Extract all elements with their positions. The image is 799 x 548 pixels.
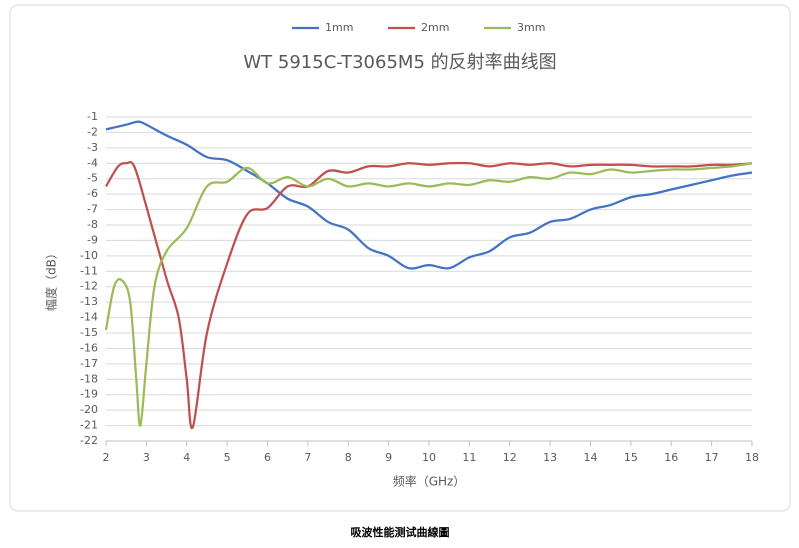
y-tick-label: -12 (80, 280, 98, 293)
y-tick-label: -11 (80, 264, 98, 277)
caption: 吸波性能测试曲線圖 (351, 525, 450, 539)
legend-label: 2mm (421, 21, 449, 34)
x-tick-label: 8 (345, 451, 352, 464)
y-tick-label: -15 (80, 326, 98, 339)
x-tick-label: 17 (705, 451, 719, 464)
y-tick-label: -21 (80, 419, 98, 432)
legend-label: 3mm (517, 21, 545, 34)
y-tick-label: -22 (80, 434, 98, 447)
y-tick-label: -9 (87, 233, 98, 246)
y-tick-label: -17 (80, 357, 98, 370)
x-tick-label: 13 (543, 451, 557, 464)
x-tick-label: 9 (385, 451, 392, 464)
x-tick-label: 7 (304, 451, 311, 464)
x-tick-label: 10 (422, 451, 436, 464)
x-tick-label: 18 (745, 451, 759, 464)
x-axis-label: 频率（GHz） (393, 474, 466, 489)
x-tick-label: 16 (664, 451, 678, 464)
x-tick-label: 12 (503, 451, 517, 464)
y-tick-label: -3 (87, 141, 98, 154)
x-tick-label: 15 (624, 451, 638, 464)
x-tick-label: 3 (143, 451, 150, 464)
y-tick-label: -19 (80, 388, 98, 401)
y-tick-label: -1 (87, 110, 98, 123)
y-tick-label: -8 (87, 218, 98, 231)
y-tick-label: -4 (87, 156, 98, 169)
line-series (105, 120, 753, 270)
y-tick-label: -2 (87, 125, 98, 138)
y-tick-label: -7 (87, 203, 98, 216)
y-axis-label: 幅度（dB） (44, 247, 59, 311)
y-tick-label: -10 (80, 249, 98, 262)
y-tick-label: -6 (87, 187, 98, 200)
y-tick-label: -16 (80, 341, 98, 354)
chart-frame (9, 4, 791, 512)
y-tick-label: -5 (87, 172, 98, 185)
y-tick-label: -13 (80, 295, 98, 308)
chart-title: WT 5915C-T3065M5 的反射率曲线图 (243, 52, 556, 73)
y-tick-label: -18 (80, 372, 98, 385)
line-series (104, 162, 753, 427)
x-tick-label: 5 (224, 451, 231, 464)
y-tick-label: -20 (80, 403, 98, 416)
y-tick-label: -14 (80, 311, 98, 324)
x-tick-label: 2 (103, 451, 110, 464)
x-tick-label: 11 (462, 451, 476, 464)
legend-label: 1mm (325, 21, 353, 34)
x-tick-label: 4 (183, 451, 190, 464)
x-tick-label: 14 (584, 451, 598, 464)
x-tick-label: 6 (264, 451, 271, 464)
line-series (105, 161, 753, 430)
